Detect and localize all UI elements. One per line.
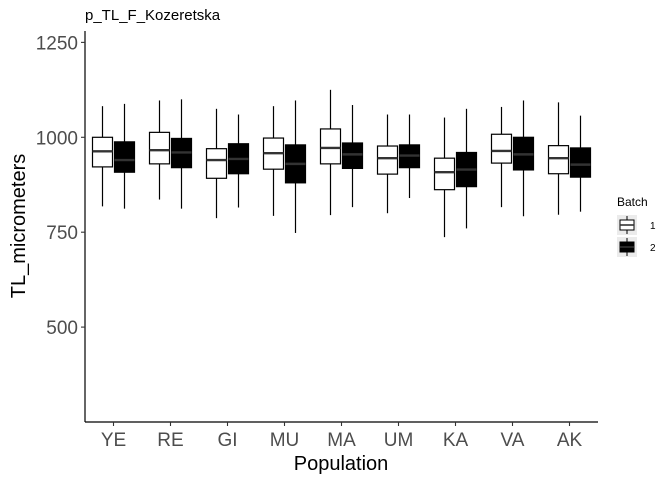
box-va-batch-2 [512,100,535,217]
box-body [433,157,456,191]
x-tick-label: MU [270,430,300,451]
box-ma-batch-1 [319,89,342,216]
chart-title: p_TL_F_Kozeretska [85,7,221,24]
legend-key-2 [617,237,637,257]
x-tick-label: GI [217,430,237,451]
box-gi-batch-2 [227,114,250,208]
box-ye-batch-1 [91,106,114,207]
legend-label: 2 [650,243,656,254]
box-body [113,141,136,173]
box-re-batch-1 [148,100,171,200]
legend-title: Batch [617,195,648,209]
x-tick-label: RE [157,430,183,451]
box-va-batch-1 [490,106,513,208]
box-ak-batch-2 [569,115,592,212]
x-tick-label: YE [101,430,126,451]
box-ye-batch-2 [113,103,136,209]
box-body [569,147,592,178]
box-body [205,148,228,179]
box-body [341,142,364,170]
x-tick-label: MA [327,430,356,451]
box-body [490,133,513,164]
legend-label: 1 [650,221,656,232]
box-ka-batch-2 [455,108,478,229]
box-body [148,131,171,165]
box-um-batch-2 [398,114,421,199]
legend: Batch 1 2 [617,195,656,257]
x-tick-label: KA [443,430,469,451]
legend-key-1 [617,215,637,235]
y-tick-label: 1000 [36,128,78,149]
y-tick-label: 750 [46,223,78,244]
y-axis-ticks: 500 750 1000 1250 [36,33,85,339]
box-ak-batch-1 [547,102,570,215]
x-axis-title: Population [294,453,389,475]
box-um-batch-1 [376,114,399,214]
box-mu-batch-1 [262,106,285,216]
box-mu-batch-2 [284,100,307,233]
y-tick-label: 1250 [36,33,78,54]
box-body [547,145,570,175]
box-body [376,145,399,175]
plot-area [91,89,592,238]
box-ka-batch-1 [433,117,456,238]
box-ma-batch-2 [341,105,364,208]
y-axis-title: TL_micrometers [8,154,30,298]
box-body [319,128,342,165]
x-tick-label: VA [501,430,525,451]
x-tick-label: AK [557,430,583,451]
y-tick-label: 500 [46,318,78,339]
box-gi-batch-1 [205,108,228,219]
x-tick-label: UM [384,430,414,451]
box-re-batch-2 [170,99,193,209]
x-axis-ticks: YE RE GI MU MA UM KA VA AK [101,422,583,451]
